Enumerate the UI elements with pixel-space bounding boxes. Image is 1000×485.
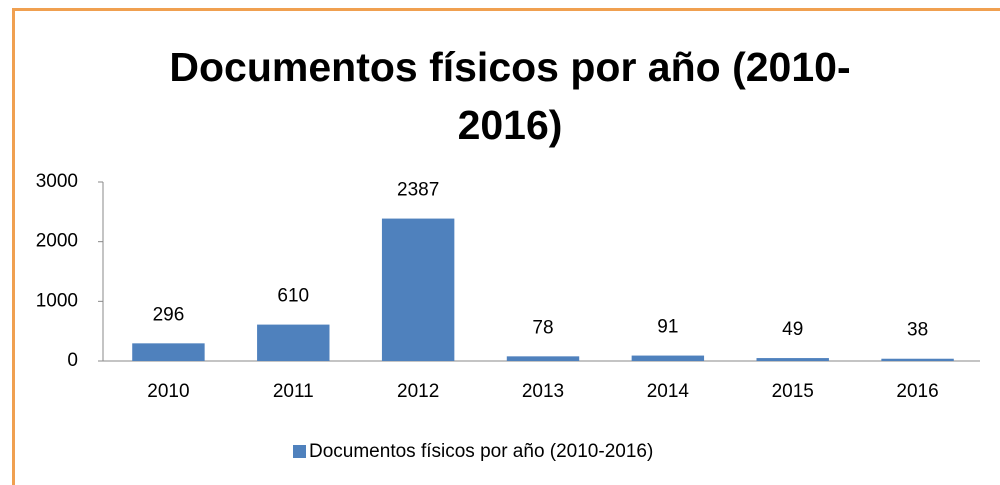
y-tick-label: 3000	[36, 171, 78, 192]
frame	[12, 8, 1000, 485]
x-tick-label: 2010	[147, 381, 189, 402]
x-tick-label: 2013	[522, 381, 564, 402]
bar	[381, 218, 455, 361]
data-label: 610	[277, 286, 309, 307]
data-label: 91	[657, 317, 678, 338]
y-tick-label: 2000	[36, 231, 78, 252]
data-label: 78	[532, 317, 553, 338]
bar	[506, 356, 580, 361]
x-tick-label: 2012	[397, 381, 439, 402]
chart-title: Documentos físicos por año (2010-2016)	[169, 44, 851, 148]
data-label: 49	[782, 319, 803, 340]
bar	[132, 343, 205, 361]
x-tick-label: 2016	[896, 381, 938, 402]
x-tick-label: 2014	[647, 381, 690, 402]
bar	[257, 324, 330, 361]
legend-label: Documentos físicos por año (2010-2016)	[309, 441, 653, 462]
y-tick-label: 1000	[36, 290, 78, 311]
data-label: 38	[907, 320, 928, 341]
legend-swatch	[293, 445, 306, 458]
data-label: 296	[153, 304, 185, 325]
bar	[631, 355, 705, 361]
x-tick-label: 2011	[273, 381, 314, 402]
data-label: 2387	[397, 180, 439, 201]
bar	[756, 358, 829, 361]
x-tick-label: 2015	[772, 381, 814, 402]
y-tick-label: 0	[67, 350, 78, 371]
bar	[881, 358, 954, 361]
